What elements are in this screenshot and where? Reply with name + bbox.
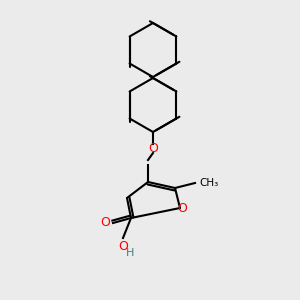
Text: O: O (118, 240, 128, 253)
Text: O: O (100, 217, 110, 230)
Text: CH₃: CH₃ (199, 178, 218, 188)
Text: O: O (148, 142, 158, 154)
Text: H: H (126, 248, 134, 258)
Text: O: O (177, 202, 187, 215)
